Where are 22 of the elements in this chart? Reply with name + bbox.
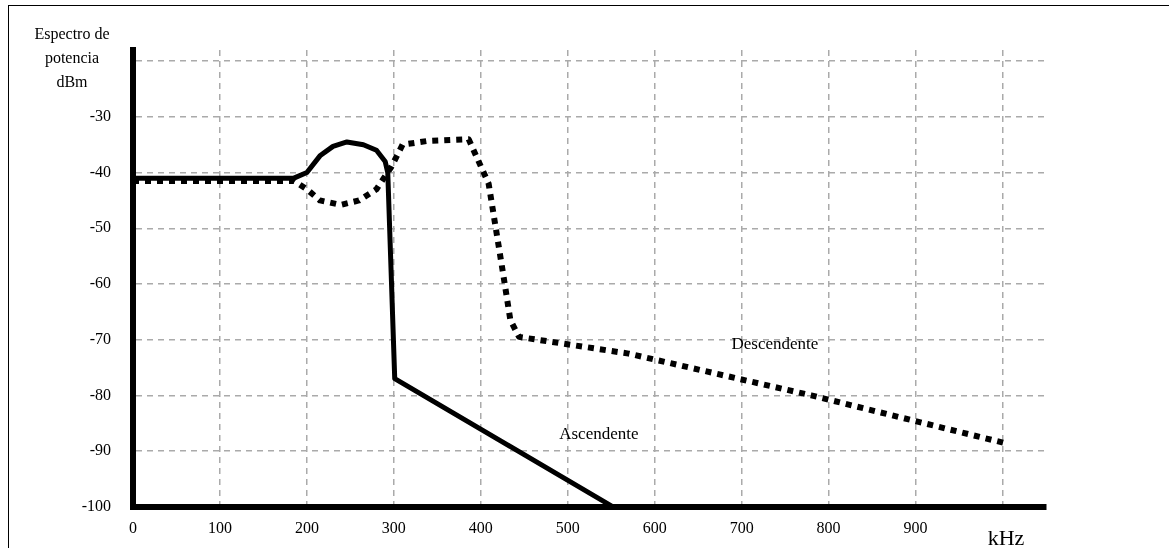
- y-tick-label: -50: [89, 218, 111, 236]
- x-tick-label: 200: [294, 518, 319, 536]
- x-tick-label: 300: [381, 518, 406, 536]
- x-tick-label: 700: [729, 518, 754, 536]
- x-tick-label: 100: [207, 518, 232, 536]
- x-axis-title: kHz: [987, 524, 1025, 550]
- x-tick-label: 800: [816, 518, 841, 536]
- y-tick-label: -60: [89, 274, 111, 292]
- x-tick-label: 900: [903, 518, 928, 536]
- series-label: Descendente: [731, 333, 819, 353]
- x-tick-label: 500: [555, 518, 580, 536]
- series-label: Ascendente: [559, 424, 639, 444]
- y-tick-label: -80: [89, 385, 111, 403]
- y-tick-label: -70: [89, 329, 111, 347]
- y-axis-title: Espectro de potencia dBm: [34, 25, 110, 91]
- x-tick-label: 400: [468, 518, 493, 536]
- y-tick-label: -90: [89, 441, 111, 459]
- y-tick-label: -40: [89, 162, 111, 180]
- y-tick-label: -30: [89, 107, 111, 125]
- x-tick-label: 0: [129, 518, 137, 536]
- y-tick-label: -100: [81, 497, 111, 514]
- x-tick-label: 600: [642, 518, 667, 536]
